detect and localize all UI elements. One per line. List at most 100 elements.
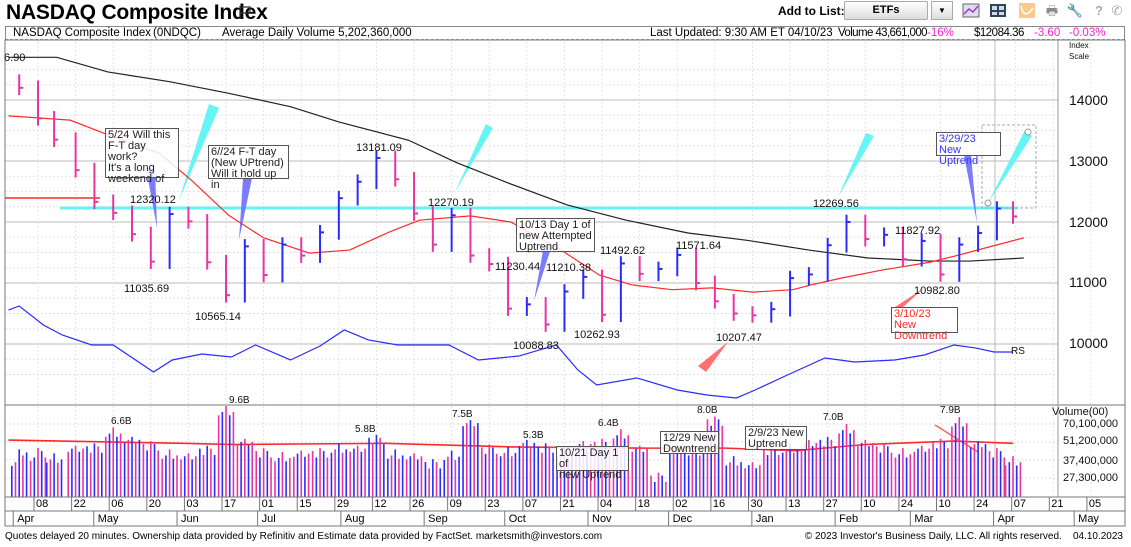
annotation-box[interactable]: 3/10/23 New Downtrend xyxy=(891,307,958,342)
wrench-icon[interactable]: 🔧 xyxy=(1066,3,1084,18)
overlay-chart-icon[interactable] xyxy=(1018,2,1036,19)
x-day-tick: 18 xyxy=(637,498,650,510)
x-day-tick: 12 xyxy=(374,498,387,510)
x-day-tick: 03 xyxy=(186,498,199,510)
price-label: 13181.09 xyxy=(356,142,402,154)
volume-tick: 27,300,000 xyxy=(1063,472,1119,484)
chart-overlays xyxy=(5,104,1037,453)
rs-label: RS xyxy=(1011,346,1025,357)
chart-marks xyxy=(10,74,1022,497)
x-month-label: Oct xyxy=(508,513,526,525)
x-day-tick: 07 xyxy=(524,498,538,510)
x-day-tick: 10 xyxy=(863,498,876,510)
price-label: 12269.56 xyxy=(813,198,859,210)
x-month-label: Aug xyxy=(344,513,365,525)
price-label: 11492.62 xyxy=(600,245,646,257)
x-day-tick: 30 xyxy=(750,498,763,510)
cyan-spike xyxy=(455,124,493,192)
last-updated: Last Updated: 9:30 AM ET 04/10/23 xyxy=(650,27,833,39)
chart-axes xyxy=(4,39,1126,527)
price-label: 11571.64 xyxy=(676,240,722,252)
help-icon[interactable]: ? xyxy=(1095,3,1103,18)
volume-label: 7.5B xyxy=(452,409,473,420)
flag-icon[interactable] xyxy=(238,5,252,19)
x-month-label: Jul xyxy=(261,513,276,525)
volume-label: 8.0B xyxy=(697,405,718,416)
cyan-spike xyxy=(988,130,1032,203)
volume-trend-line xyxy=(934,424,979,453)
x-month-label: Jun xyxy=(181,513,199,525)
average-volume: Average Daily Volume 5,202,360,000 xyxy=(222,27,412,39)
price-label: 12270.19 xyxy=(428,197,474,209)
x-day-tick: 01 xyxy=(261,498,274,510)
add-to-list-label: Add to List: xyxy=(778,4,845,18)
volume-label: 6.4B xyxy=(598,418,619,429)
annotation-box[interactable]: 5/24 Will this F-T day work? It's a long… xyxy=(105,128,179,185)
x-day-tick: 06 xyxy=(111,498,124,510)
volume-label: 6.6B xyxy=(111,416,132,427)
footer-disclaimer: Quotes delayed 20 minutes. Ownership dat… xyxy=(5,531,603,542)
x-month-label: Sep xyxy=(428,513,448,525)
annotation-box[interactable]: 2/9/23 New Uptrend xyxy=(745,426,807,450)
x-day-tick: 27 xyxy=(825,498,838,510)
volume-ma-line xyxy=(8,439,1014,452)
footer-copyright: © 2023 Investor's Business Daily, LLC. A… xyxy=(804,531,1123,542)
annotation-box[interactable]: 10/21 Day 1 of new Uptrend xyxy=(556,446,629,481)
chevron-down-icon[interactable]: ▼ xyxy=(931,1,953,20)
volume-value: Volume 43,661,000 xyxy=(838,27,928,39)
print-icon[interactable]: 🖶 xyxy=(1045,3,1059,18)
handle-circle xyxy=(984,199,992,207)
price-tick: 12000 xyxy=(1069,214,1108,230)
phone-icon[interactable]: ✆ xyxy=(1111,3,1123,18)
price-label: 10565.14 xyxy=(195,311,241,323)
list-select[interactable]: ETFs xyxy=(844,1,928,20)
x-day-tick: 24 xyxy=(900,498,914,510)
index-symbol: (0NDQC) xyxy=(153,27,201,39)
index-name: NASDAQ Composite Index xyxy=(13,27,152,39)
chart-series xyxy=(8,56,1024,452)
volume-label: 9.6B xyxy=(229,395,250,406)
annotation-box[interactable]: 3/29/23 New Uptrend xyxy=(936,132,1001,167)
x-month-label: Mar xyxy=(914,513,934,525)
price-tick: 13000 xyxy=(1069,153,1108,169)
x-day-tick: 17 xyxy=(224,498,237,510)
blue-pointer xyxy=(534,245,552,301)
annotation-box[interactable]: 12/29 New Downtrend xyxy=(660,431,719,455)
volume-axis-label: Volume(00) xyxy=(1052,406,1109,418)
volume-tick: 70,100,000 xyxy=(1063,418,1119,430)
x-day-tick: 21 xyxy=(562,498,575,510)
price-change: -3.60 xyxy=(1034,27,1061,39)
x-day-tick: 15 xyxy=(299,498,312,510)
price-tick: 10000 xyxy=(1069,335,1108,351)
x-day-tick: 04 xyxy=(600,498,613,510)
x-month-label: Apr xyxy=(997,513,1015,525)
handle-circle xyxy=(1024,128,1032,136)
price-label: 11827.92 xyxy=(895,225,941,237)
price-label: 11210.38 xyxy=(546,262,592,274)
blue-pointer xyxy=(964,155,977,223)
price-label: 10207.47 xyxy=(716,332,762,344)
chart-line-icon[interactable] xyxy=(962,2,980,19)
price-label: 10088.83 xyxy=(513,340,559,352)
price-label: 11230.44 xyxy=(495,261,541,273)
x-day-tick: 24 xyxy=(976,498,989,510)
chart-grid xyxy=(5,40,1092,497)
blue-pointer xyxy=(146,168,157,228)
x-day-tick: 20 xyxy=(148,498,162,510)
x-day-tick: 22 xyxy=(73,498,86,510)
x-day-tick: 26 xyxy=(412,498,425,510)
last-price: $12084.36 xyxy=(974,27,1024,39)
price-label: 11035.69 xyxy=(124,283,170,295)
x-day-tick: 02 xyxy=(675,498,688,510)
volume-label: 7.0B xyxy=(823,412,844,423)
red-pointer xyxy=(698,342,728,372)
annotation-box[interactable]: 6//24 F-T day (New UPtrend) Will it hold… xyxy=(208,145,289,191)
price-change-pct: -0.03% xyxy=(1069,27,1106,39)
x-day-tick: 23 xyxy=(487,498,500,510)
x-day-tick: 10 xyxy=(938,498,951,510)
price-label: 10262.93 xyxy=(574,329,620,341)
annotation-box[interactable]: 10/13 Day 1 of new Attempted Uptrend xyxy=(516,218,595,253)
layout-grid-icon[interactable] xyxy=(989,2,1007,19)
ma200-line xyxy=(8,56,1024,262)
